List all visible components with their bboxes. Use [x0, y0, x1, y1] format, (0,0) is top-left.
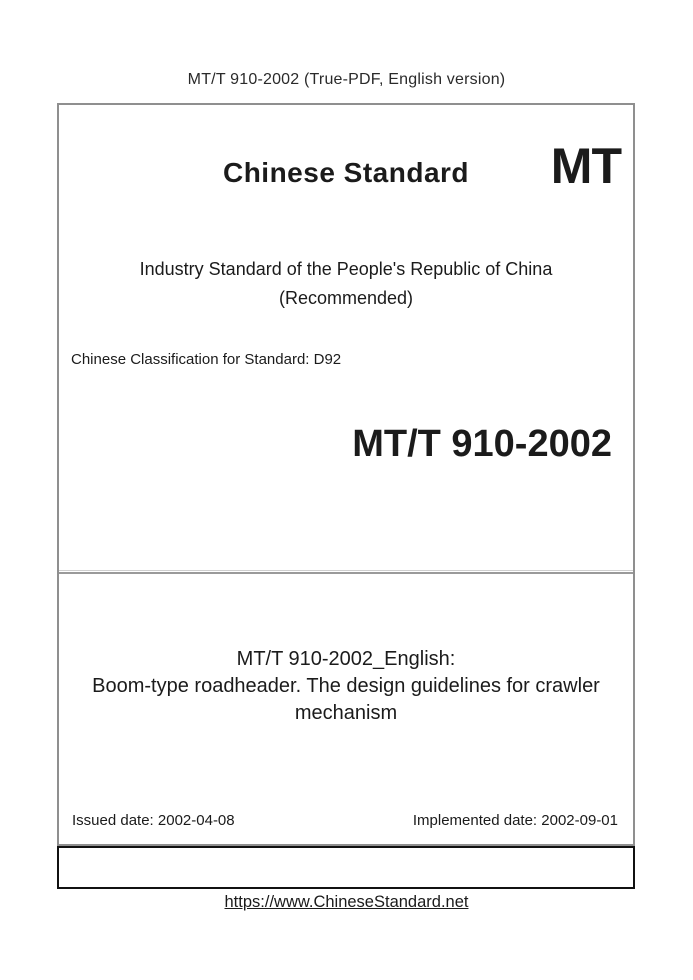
issued-date: Issued date: 2002-04-08 [72, 812, 235, 829]
empty-footer-box [57, 846, 635, 889]
classification-line: Chinese Classification for Standard: D92 [71, 351, 342, 368]
standard-number: MT/T 910-2002 [352, 423, 612, 465]
english-title-block: MT/T 910-2002_English: Boom-type roadhea… [59, 646, 633, 727]
brand-title: Chinese Standard [222, 157, 470, 188]
english-title-heading: MT/T 910-2002_English: [236, 648, 456, 670]
page-header-note: MT/T 910-2002 (True-PDF, English version… [187, 71, 506, 88]
status-line: (Recommended) [278, 288, 414, 308]
cover-box: Chinese Standard MT Industry Standard of… [57, 103, 635, 846]
issuer-line: Industry Standard of the People's Republ… [139, 259, 553, 279]
issuer-block: Industry Standard of the People's Republ… [59, 255, 633, 313]
implemented-date: Implemented date: 2002-09-01 [412, 812, 618, 829]
section-divider [59, 570, 633, 574]
brand-code: MT [550, 138, 622, 194]
footer-link[interactable]: https://www.ChineseStandard.net [224, 893, 469, 911]
page-footer: https://www.ChineseStandard.net [0, 893, 693, 912]
dates-row: Issued date: 2002-04-08 Implemented date… [72, 812, 618, 829]
english-title-subject: Boom-type roadheader. The design guideli… [92, 675, 600, 724]
